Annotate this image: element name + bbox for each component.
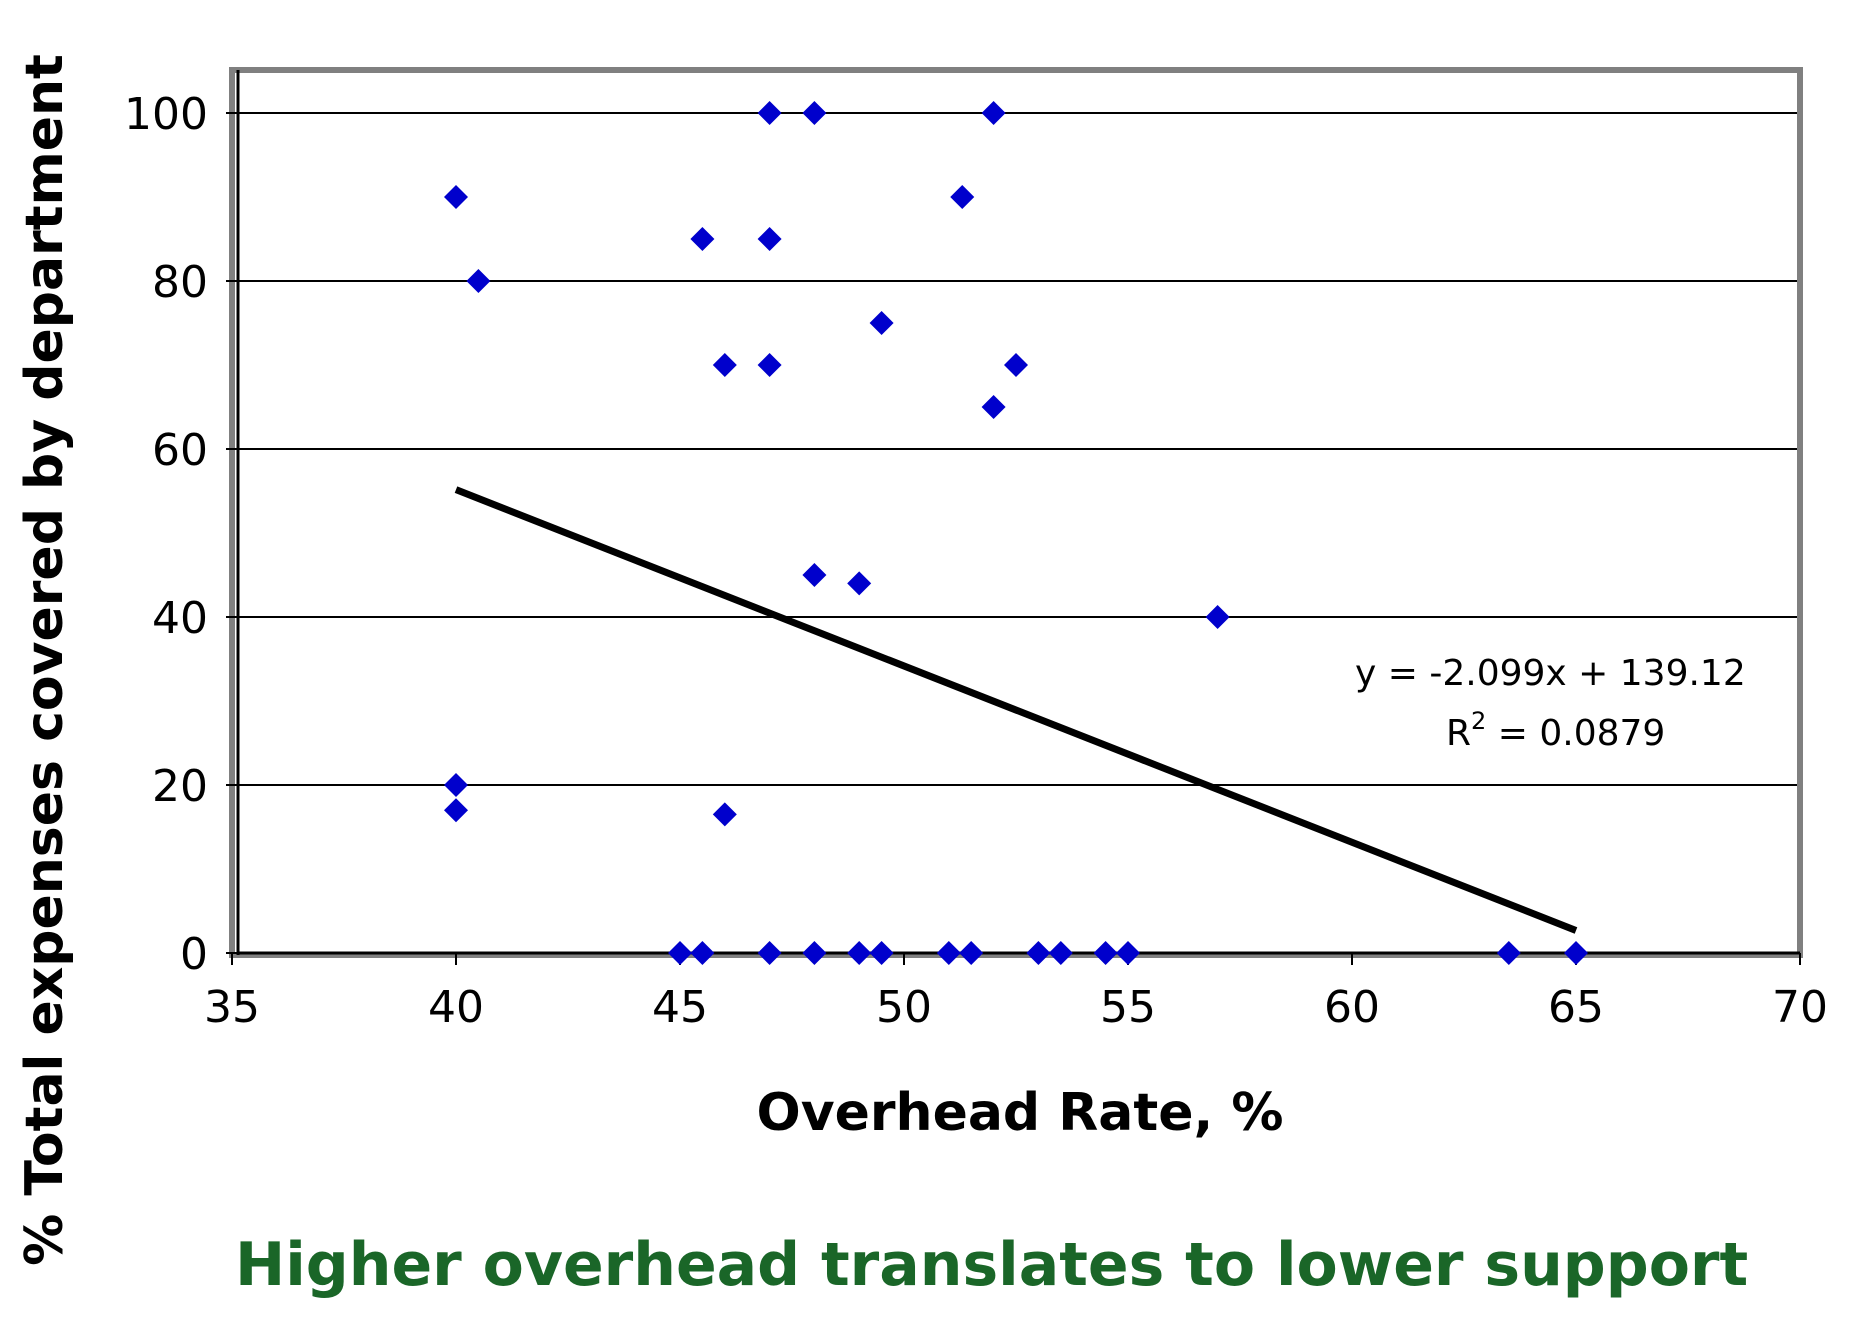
data-point [847, 941, 872, 965]
data-point [981, 395, 1006, 419]
plot-frame [229, 67, 1803, 958]
data-point [757, 101, 782, 125]
chart-caption: Higher overhead translates to lower supp… [235, 1230, 1748, 1300]
data-point [690, 227, 715, 251]
x-tick-label: 70 [1772, 982, 1828, 1033]
data-point [847, 571, 872, 596]
x-tick-label: 45 [652, 982, 708, 1033]
data-point [1004, 353, 1028, 377]
data-point [869, 941, 894, 965]
data-point [1048, 941, 1073, 965]
trendline-r-squared: R2 = 0.0879 [1446, 707, 1665, 754]
y-tick-label: 100 [124, 89, 208, 140]
y-tick-label: 20 [152, 761, 208, 812]
data-point [690, 941, 715, 965]
data-point [1496, 941, 1521, 965]
y-tick-label: 80 [152, 257, 208, 308]
y-tick-labels: 0 20 40 60 80 100 [124, 89, 208, 980]
data-point [444, 798, 468, 823]
data-point [802, 941, 827, 965]
x-tick-label: 55 [1100, 982, 1156, 1033]
data-point [1564, 941, 1588, 965]
axes [226, 70, 1801, 965]
x-tick-label: 35 [204, 982, 260, 1033]
data-point [981, 101, 1006, 125]
data-point [757, 941, 782, 965]
data-point [869, 311, 894, 335]
data-point [1093, 941, 1118, 965]
x-tick-label: 60 [1324, 982, 1380, 1033]
y-tick-label: 0 [180, 929, 208, 980]
data-point [668, 941, 692, 965]
data-point [802, 563, 827, 587]
data-point [757, 227, 782, 251]
data-point [1116, 941, 1140, 965]
y-tick-label: 40 [152, 593, 208, 644]
data-point [444, 185, 468, 209]
data-point [712, 353, 737, 377]
data-point [1205, 605, 1230, 629]
x-axis-title: Overhead Rate, % [757, 1083, 1284, 1143]
r2-superscript: 2 [1471, 707, 1486, 735]
x-tick-labels: 35 40 45 50 55 60 65 70 [204, 982, 1828, 1033]
y-axis-title: % Total expenses covered by department [15, 54, 75, 1266]
data-point [444, 773, 468, 797]
gridlines [238, 112, 1800, 786]
data-point [466, 269, 491, 293]
x-tick-label: 50 [876, 982, 932, 1033]
data-point [936, 941, 961, 965]
x-tick-label: 40 [428, 982, 484, 1033]
r2-value: = 0.0879 [1486, 713, 1665, 754]
data-point [1026, 941, 1051, 965]
data-point [950, 185, 975, 209]
r2-label: R [1446, 713, 1471, 754]
data-point [959, 941, 984, 965]
x-tick-label: 65 [1548, 982, 1604, 1033]
y-tick-label: 60 [152, 425, 208, 476]
trendline-equation: y = -2.099x + 139.12 [1355, 653, 1746, 694]
data-point [757, 353, 782, 377]
data-points [444, 101, 1588, 965]
data-point [712, 802, 737, 827]
trendline [454, 486, 1578, 934]
data-point [802, 101, 827, 125]
